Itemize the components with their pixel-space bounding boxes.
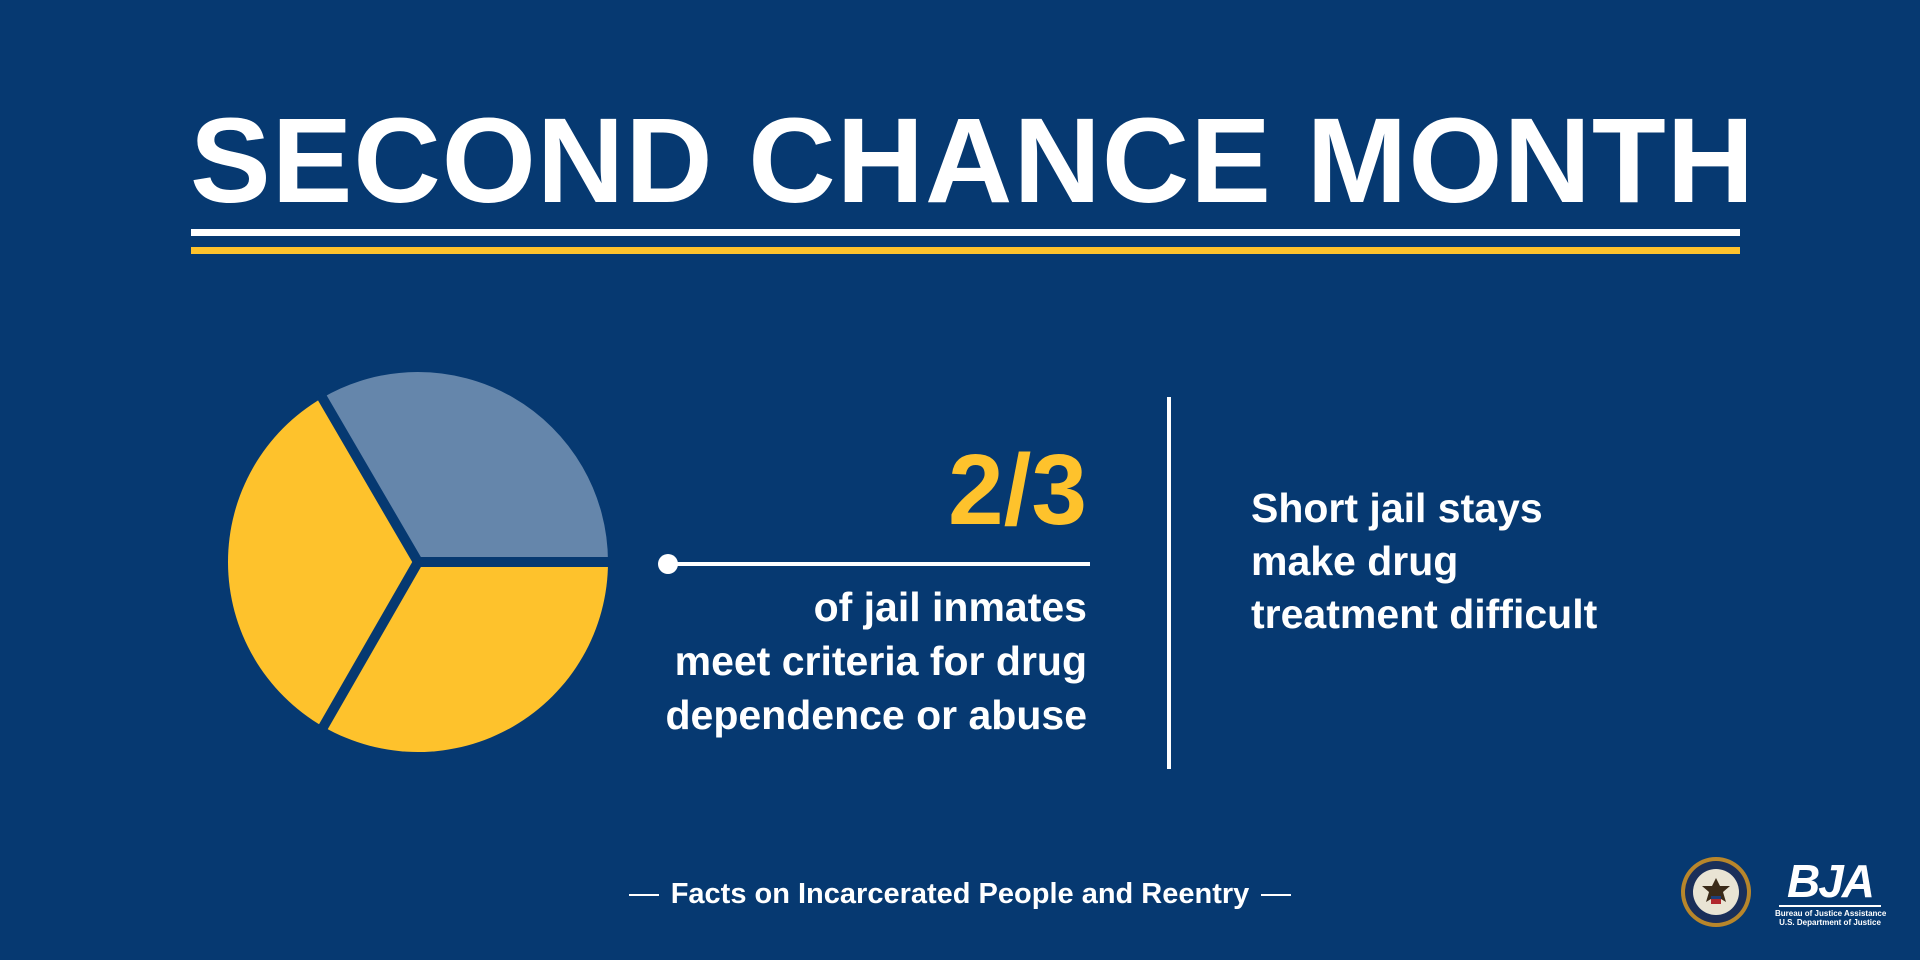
footer-dash-right (1261, 894, 1292, 897)
stat-value: 2/3 (947, 434, 1087, 546)
title-rule-white (191, 229, 1740, 236)
title-rule-gold (191, 247, 1740, 254)
bja-logo: BJA Bureau of Justice Assistance U.S. De… (1775, 855, 1887, 928)
footer-text: Facts on Incarcerated People and Reentry (670, 878, 1250, 910)
pointer-line (668, 562, 1090, 566)
stat-line-2: meet criteria for drug (674, 638, 1087, 684)
side-note-line-1: Short jail stays (1251, 485, 1543, 531)
pie-separator-2 (317, 559, 423, 733)
vertical-divider (1167, 397, 1171, 769)
side-note: Short jail stays make drug treatment dif… (1251, 482, 1597, 641)
footer-caption: Facts on Incarcerated People and Reentry (0, 876, 1920, 912)
doj-seal-icon (1681, 857, 1751, 927)
bja-line-2: U.S. Department of Justice (1779, 918, 1881, 927)
pie-chart (227, 371, 612, 752)
bja-underline (1779, 905, 1881, 907)
side-note-line-3: treatment difficult (1251, 591, 1598, 637)
footer-dash-left (628, 894, 659, 897)
stat-line-1: of jail inmates (813, 584, 1087, 630)
stat-description: of jail inmates meet criteria for drug d… (665, 580, 1087, 742)
pie-separator-3 (315, 391, 423, 565)
side-note-line-2: make drug (1251, 538, 1459, 584)
stat-pointer (658, 554, 1090, 574)
bja-letters: BJA (1786, 855, 1875, 907)
stat-line-3: dependence or abuse (665, 692, 1087, 738)
page-title: SECOND CHANCE MONTH (190, 92, 1756, 228)
bja-line-1: Bureau of Justice Assistance (1775, 909, 1887, 918)
